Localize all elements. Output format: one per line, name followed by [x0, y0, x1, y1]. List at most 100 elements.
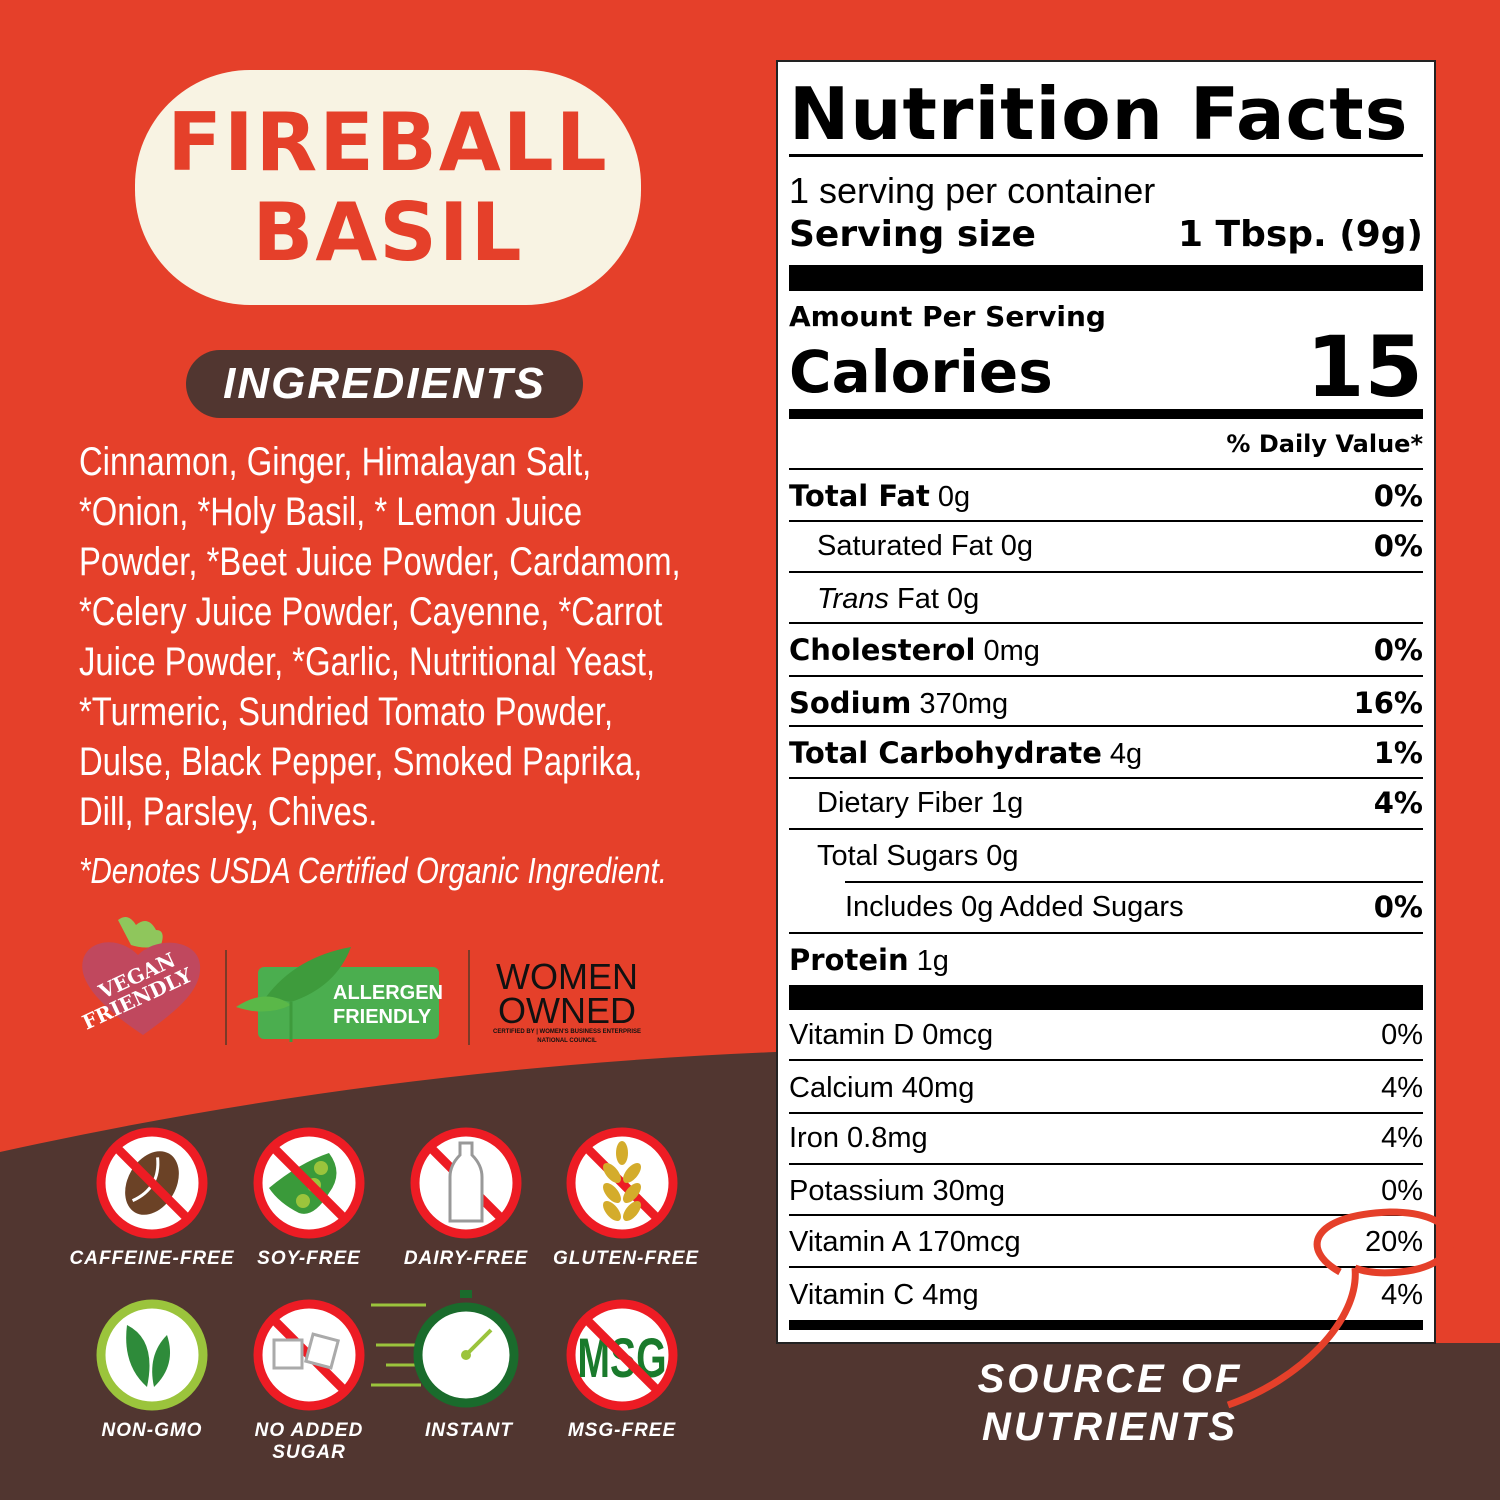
- rule: [789, 932, 1423, 934]
- nutrient-amount: 0mg: [975, 634, 1040, 667]
- product-name-line1: FIREBALL: [167, 95, 609, 189]
- nutrient-row: Cholesterol 0mg 0%: [789, 630, 1423, 670]
- rule: [789, 1059, 1423, 1061]
- vitamin-name: Potassium 30mg: [789, 1174, 1005, 1207]
- rule: [789, 675, 1423, 677]
- nutrient-amount: 4g: [1101, 737, 1143, 770]
- nutrient-dv: 0%: [1373, 479, 1423, 513]
- rule: [789, 1266, 1423, 1268]
- vegan-friendly-logo: VEGAN FRIENDLY: [78, 916, 201, 1035]
- nutrient-row: Trans Fat 0g: [789, 579, 1423, 619]
- source-of-nutrients-callout: SOURCE OF NUTRIENTS: [960, 1355, 1260, 1451]
- coffee-bean-icon: [101, 1132, 203, 1234]
- nutrient-dv: 4%: [1373, 786, 1423, 820]
- feature-icons: MSG: [96, 1100, 740, 1411]
- rule: [789, 985, 1423, 1010]
- vitamin-name: Calcium 40mg: [789, 1071, 975, 1104]
- feature-label: NON-GMO: [101, 1420, 203, 1441]
- vitamin-row: Calcium 40mg 4%: [789, 1068, 1423, 1108]
- nutrient-amount: Total Sugars 0g: [817, 839, 1019, 872]
- servings-per-container: 1 serving per container: [789, 170, 1156, 211]
- nutrient-row: Dietary Fiber 1g 4%: [789, 783, 1423, 823]
- serving-size-value: 1 Tbsp. (9g): [1177, 213, 1423, 255]
- feature-label: DAIRY-FREE: [403, 1248, 529, 1269]
- ingredient-line: Dill, Parsley, Chives.: [79, 790, 378, 834]
- vitamin-name: Iron 0.8mg: [789, 1121, 928, 1154]
- nutrient-name: Protein: [789, 942, 909, 977]
- rule: [789, 409, 1423, 419]
- feature-label: CAFFEINE-FREE: [69, 1248, 235, 1269]
- nutrient-dv: 0%: [1373, 890, 1423, 924]
- nutrient-row: Sodium 370mg 16%: [789, 683, 1423, 723]
- nutrient-amount: Fat 0g: [888, 582, 980, 615]
- nutrient-amount: Dietary Fiber 1g: [817, 786, 1024, 819]
- ingredient-line: Cinnamon, Ginger, Himalayan Salt,: [79, 440, 592, 484]
- rule: [789, 1112, 1423, 1114]
- feature-label: NO ADDED SUGAR: [254, 1420, 364, 1463]
- rule: [789, 1320, 1423, 1330]
- vitamin-row: Vitamin D 0mcg 0%: [789, 1015, 1423, 1055]
- nutrient-row: Protein 1g: [789, 940, 1423, 980]
- badge-divider: [225, 950, 227, 1045]
- rule: [789, 265, 1423, 291]
- vitamin-dv: 4%: [1381, 1071, 1423, 1104]
- ingredients-list: Cinnamon, Ginger, Himalayan Salt, *Onion…: [79, 437, 694, 837]
- vitamin-dv: 20%: [1364, 1225, 1423, 1258]
- nutrient-amount: 370mg: [911, 687, 1009, 720]
- ingredient-line: Powder, *Beet Juice Powder, Cardamom,: [79, 540, 681, 584]
- ingredients-heading: INGREDIENTS: [186, 350, 583, 418]
- feature-label: MSG-FREE: [567, 1420, 677, 1441]
- feature-label: INSTANT: [425, 1420, 513, 1441]
- nutrient-row: Includes 0g Added Sugars 0%: [789, 887, 1423, 927]
- daily-value-header: % Daily Value*: [1226, 430, 1423, 458]
- rule: [789, 1214, 1423, 1216]
- rule: [789, 725, 1423, 727]
- feature-label: GLUTEN-FREE: [552, 1248, 700, 1269]
- organic-footnote: *Denotes USDA Certified Organic Ingredie…: [79, 850, 667, 891]
- allergen-line2: FRIENDLY: [333, 1006, 432, 1028]
- women-line2: OWNED: [498, 990, 636, 1031]
- callout-line1: SOURCE OF: [977, 1357, 1243, 1401]
- stopwatch-icon: [371, 1290, 519, 1408]
- callout-line2: NUTRIENTS: [982, 1405, 1238, 1449]
- nutrient-name: Cholesterol: [789, 632, 976, 667]
- nutrient-amount: 0g: [929, 480, 971, 513]
- women-owned-logo: WOMEN OWNED CERTIFIED BY | WOMEN'S BUSIN…: [492, 959, 642, 1046]
- milk-bottle-icon: [415, 1132, 517, 1234]
- nutrient-dv: 1%: [1373, 736, 1423, 770]
- vitamin-dv: 4%: [1381, 1121, 1423, 1154]
- nutrient-row: Total Fat 0g 0%: [789, 476, 1423, 516]
- vitamin-dv: 4%: [1381, 1278, 1423, 1311]
- amount-per-serving: Amount Per Serving: [789, 300, 1106, 333]
- vitamin-row: Vitamin C 4mg 4%: [789, 1275, 1423, 1315]
- product-name-badge: FIREBALL BASIL: [135, 70, 641, 305]
- vitamin-name: Vitamin D 0mcg: [789, 1018, 994, 1051]
- allergen-friendly-logo: ALLERGEN FRIENDLY: [236, 947, 443, 1042]
- nutrient-row: Saturated Fat 0g 0%: [789, 526, 1423, 566]
- rule: [789, 828, 1423, 830]
- ingredient-line: *Onion, *Holy Basil, * Lemon Juice: [79, 490, 583, 534]
- rule: [845, 881, 1423, 883]
- nutrient-amount: Includes 0g Added Sugars: [845, 890, 1184, 923]
- ingredient-line: *Turmeric, Sundried Tomato Powder,: [79, 690, 614, 734]
- rule: [789, 468, 1423, 470]
- nutrient-amount: 1g: [908, 944, 949, 977]
- leaf-icon: [236, 947, 351, 1042]
- wheat-icon: [571, 1132, 673, 1234]
- ingredient-line: *Celery Juice Powder, Cayenne, *Carrot: [79, 590, 663, 634]
- vitamin-row: Vitamin A 170mcg 20%: [789, 1222, 1423, 1262]
- rule: [789, 571, 1423, 573]
- sugar-cube-icon: [258, 1304, 360, 1406]
- nutrient-amount: Saturated Fat 0g: [817, 529, 1034, 562]
- nutrient-dv: 0%: [1373, 529, 1423, 563]
- calories-value: 15: [1306, 318, 1423, 416]
- rule: [789, 622, 1423, 624]
- nutrient-name: Total Carbohydrate: [789, 735, 1102, 770]
- feature-label: SOY-FREE: [257, 1248, 361, 1269]
- nutrient-name: Trans: [817, 582, 889, 615]
- nutrient-name: Sodium: [789, 685, 912, 720]
- nutrient-row: Total Carbohydrate 4g 1%: [789, 733, 1423, 773]
- vitamin-row: Iron 0.8mg 4%: [789, 1118, 1423, 1158]
- nutrient-name: Total Fat: [789, 478, 930, 513]
